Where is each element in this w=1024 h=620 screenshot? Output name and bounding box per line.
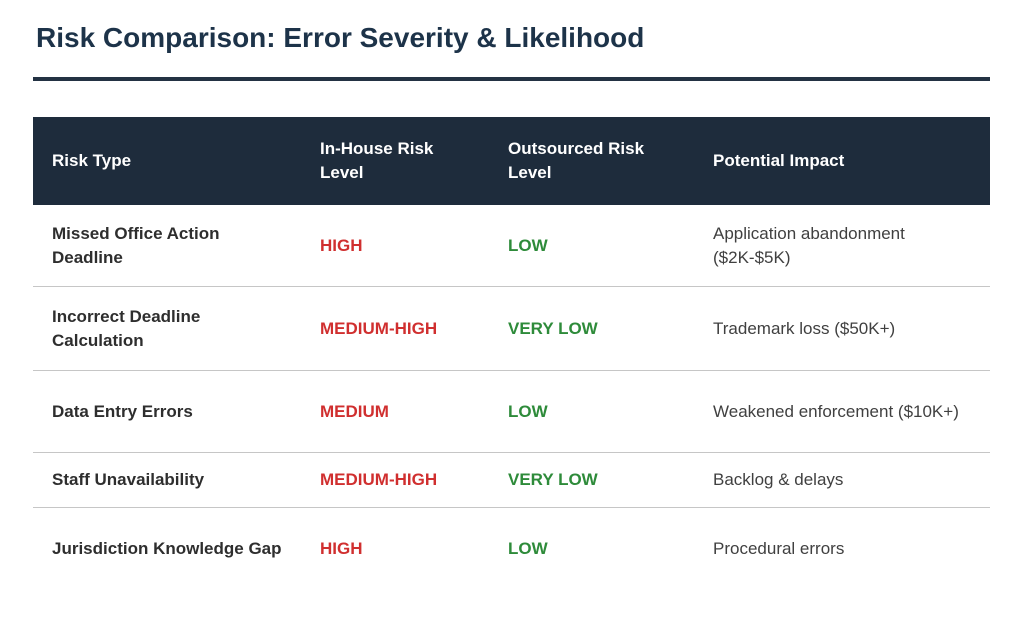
table-header-row: Risk Type In-House Risk Level Outsourced… xyxy=(33,117,990,205)
risk-type-cell: Data Entry Errors xyxy=(52,401,193,421)
table-row: Incorrect Deadline Calculation MEDIUM-HI… xyxy=(33,287,990,371)
outsourced-risk-cell: LOW xyxy=(508,401,548,421)
table-row: Jurisdiction Knowledge Gap HIGH LOW Proc… xyxy=(33,508,990,590)
outsourced-risk-cell: LOW xyxy=(508,539,548,558)
outsourced-risk-cell: VERY LOW xyxy=(508,318,598,338)
in-house-risk-cell: MEDIUM-HIGH xyxy=(320,470,438,489)
potential-impact-cell: Application abandonment ($2K-$5K) xyxy=(713,223,905,267)
risk-type-cell: Incorrect Deadline Calculation xyxy=(52,306,201,350)
table-row: Data Entry Errors MEDIUM LOW Weakened en… xyxy=(33,371,990,453)
potential-impact-cell: Trademark loss ($50K+) xyxy=(713,318,896,338)
in-house-risk-cell: MEDIUM xyxy=(320,401,389,421)
in-house-risk-cell: HIGH xyxy=(320,539,363,558)
in-house-risk-cell: MEDIUM-HIGH xyxy=(320,318,438,338)
risk-type-cell: Jurisdiction Knowledge Gap xyxy=(52,539,282,558)
potential-impact-cell: Backlog & delays xyxy=(713,470,844,489)
risk-type-cell: Staff Unavailability xyxy=(52,470,205,489)
outsourced-risk-cell: LOW xyxy=(508,235,548,255)
header-outsourced-risk-level: Outsourced Risk Level xyxy=(508,139,645,182)
risk-comparison-table: Risk Type In-House Risk Level Outsourced… xyxy=(33,117,990,590)
potential-impact-cell: Procedural errors xyxy=(713,539,845,558)
potential-impact-cell: Weakened enforcement ($10K+) xyxy=(713,401,959,421)
in-house-risk-cell: HIGH xyxy=(320,235,363,255)
table-row: Missed Office Action Deadline HIGH LOW A… xyxy=(33,205,990,287)
title-underline-rule xyxy=(33,77,990,81)
header-risk-type: Risk Type xyxy=(52,151,132,170)
table-row: Staff Unavailability MEDIUM-HIGH VERY LO… xyxy=(33,453,990,508)
header-in-house-risk-level: In-House Risk Level xyxy=(320,139,434,182)
page-title: Risk Comparison: Error Severity & Likeli… xyxy=(36,22,645,53)
outsourced-risk-cell: VERY LOW xyxy=(508,470,598,489)
risk-type-cell: Missed Office Action Deadline xyxy=(52,223,220,267)
header-potential-impact: Potential Impact xyxy=(713,151,845,170)
